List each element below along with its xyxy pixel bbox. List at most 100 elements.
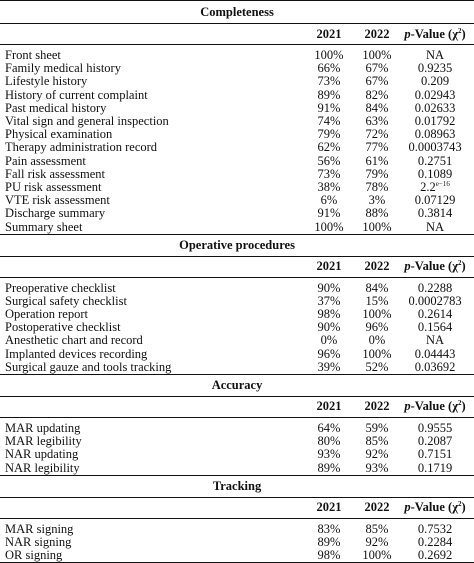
p-value-text: NA bbox=[425, 333, 445, 348]
p-value: 0.9555 bbox=[396, 422, 474, 435]
value-2022: 78% bbox=[365, 179, 389, 194]
value-2022: 96% bbox=[365, 320, 389, 335]
row-label: Lifestyle history bbox=[5, 74, 88, 89]
table-row: Operation report 98% 100% 0.2614 bbox=[0, 308, 474, 321]
column-header-pvalue: p-Value (χ2) bbox=[396, 497, 474, 519]
row-label: Therapy administration record bbox=[5, 140, 158, 155]
value-2022: 79% bbox=[365, 166, 389, 181]
table-row: MAR signing 83% 85% 0.7532 bbox=[0, 521, 474, 536]
section-title: Operative procedures bbox=[0, 233, 474, 257]
value-2022: 77% bbox=[365, 140, 389, 155]
p-value-text: 0.1719 bbox=[417, 460, 453, 475]
value-2022: 100% bbox=[362, 307, 392, 322]
pvalue-close-paren: ) bbox=[461, 500, 466, 515]
value-2022: 67% bbox=[365, 74, 389, 89]
table-row: Therapy administration record 62% 77% 0.000… bbox=[0, 141, 474, 154]
row-label: MAR signing bbox=[5, 521, 74, 536]
row-label: Surgical gauze and tools tracking bbox=[0, 360, 300, 375]
table-row: History of current complaint 89% 82% 0.0294… bbox=[0, 87, 474, 102]
value-2022: 93% bbox=[358, 461, 396, 476]
p-value: NA bbox=[396, 49, 474, 62]
value-2021: 100% bbox=[300, 220, 358, 235]
value-2022: 67% bbox=[365, 61, 389, 76]
p-value-text: 0.07129 bbox=[414, 193, 456, 208]
row-label: Postoperative checklist bbox=[5, 320, 121, 335]
section-header-row: Completeness bbox=[0, 0, 474, 24]
column-header-2021: 2021 bbox=[300, 256, 358, 278]
row-label: NAR legibility bbox=[0, 461, 300, 476]
p-value-text: 0.2284 bbox=[417, 534, 453, 549]
p-value-text: 0.7532 bbox=[417, 521, 453, 536]
column-header-pvalue: p-Value (χ2) bbox=[396, 23, 474, 45]
value-2022: 63% bbox=[365, 114, 389, 129]
p-value-text: 0.0003743 bbox=[408, 140, 462, 155]
table-row: OR signing 98% 100% 0.2692 bbox=[0, 549, 474, 563]
value-2022: 52% bbox=[358, 360, 396, 375]
value-2021: 80% bbox=[317, 434, 341, 449]
p-value-text: 0.2692 bbox=[417, 548, 453, 563]
section-header-row: Accuracy bbox=[0, 373, 474, 397]
p-value-text: 0.3814 bbox=[417, 206, 453, 221]
column-header-blank bbox=[0, 497, 300, 519]
p-value: 0.04443 bbox=[396, 347, 474, 361]
column-header-2022: 2022 bbox=[358, 497, 396, 519]
row-label: Fall risk assessment bbox=[5, 166, 105, 181]
value-2021: 91% bbox=[317, 206, 341, 221]
value-2022: 100% bbox=[362, 346, 392, 361]
row-label: Operation report bbox=[5, 307, 88, 322]
table-row: Lifestyle history 73% 67% 0.209 bbox=[0, 75, 474, 88]
value-2021: 91% bbox=[317, 100, 341, 115]
p-value-text: 0.03692 bbox=[414, 359, 456, 374]
value-2021: 0% bbox=[320, 333, 338, 348]
row-label: NAR signing bbox=[5, 534, 72, 549]
value-2022: 85% bbox=[365, 434, 389, 449]
p-value-text: 0.1089 bbox=[417, 166, 453, 181]
column-header-2022: 2022 bbox=[358, 396, 396, 418]
p-value-text: 0.2288 bbox=[417, 280, 453, 295]
value-2021: 93% bbox=[317, 447, 341, 462]
row-label: Summary sheet bbox=[0, 220, 300, 235]
p-value-text: 0.1564 bbox=[417, 320, 453, 335]
value-2021: 64% bbox=[317, 421, 341, 436]
value-2021: 89% bbox=[317, 87, 341, 102]
value-2022: 3% bbox=[368, 193, 386, 208]
row-label: Family medical history bbox=[5, 61, 121, 76]
row-label: Pain assessment bbox=[5, 153, 86, 168]
column-header-row: 2021 2022 p-Value (χ2) bbox=[0, 256, 474, 278]
p-value-exponent: e−16 bbox=[435, 179, 450, 188]
value-2021: 100% bbox=[314, 48, 344, 63]
p-value-text: NA bbox=[425, 48, 445, 63]
p-value: 0.9235 bbox=[396, 62, 474, 75]
value-2022: 84% bbox=[365, 280, 389, 295]
value-2022: 84% bbox=[365, 100, 389, 115]
pvalue-label: -Value (χ bbox=[410, 26, 458, 41]
value-2021: 74% bbox=[317, 114, 341, 129]
p-value-text: 0.9555 bbox=[417, 421, 453, 436]
value-2021: 38% bbox=[317, 179, 341, 194]
p-value: 0.03692 bbox=[396, 359, 474, 375]
value-2021: 66% bbox=[317, 61, 341, 76]
value-2022: 88% bbox=[365, 206, 389, 221]
table-row: Postoperative checklist 90% 96% 0.1564 bbox=[0, 321, 474, 334]
column-header-row: 2021 2022 p-Value (χ2) bbox=[0, 23, 474, 45]
column-header-2021: 2021 bbox=[300, 23, 358, 45]
column-header-blank bbox=[0, 256, 300, 278]
row-label: Preoperative checklist bbox=[5, 280, 116, 295]
value-2021: 73% bbox=[317, 166, 341, 181]
table-row: Discharge summary 91% 88% 0.3814 bbox=[0, 207, 474, 220]
value-2021: 73% bbox=[317, 74, 341, 89]
column-header-pvalue: p-Value (χ2) bbox=[396, 396, 474, 418]
value-2022: 92% bbox=[365, 534, 389, 549]
column-header-row: 2021 2022 p-Value (χ2) bbox=[0, 497, 474, 519]
pvalue-chi-exponent: 2 bbox=[457, 500, 462, 509]
column-header-row: 2021 2022 p-Value (χ2) bbox=[0, 396, 474, 418]
p-value: 0.1564 bbox=[396, 321, 474, 334]
row-label: History of current complaint bbox=[5, 87, 148, 102]
row-label: VTE risk assessment bbox=[5, 193, 110, 208]
column-header-blank bbox=[0, 23, 300, 45]
table-row: Implanted devices recording 96% 100% 0.0444… bbox=[0, 346, 474, 361]
p-value: 0.08963 bbox=[396, 128, 474, 141]
table-row: NAR updating 93% 92% 0.7151 bbox=[0, 448, 474, 461]
p-value: 0.2087 bbox=[396, 435, 474, 448]
